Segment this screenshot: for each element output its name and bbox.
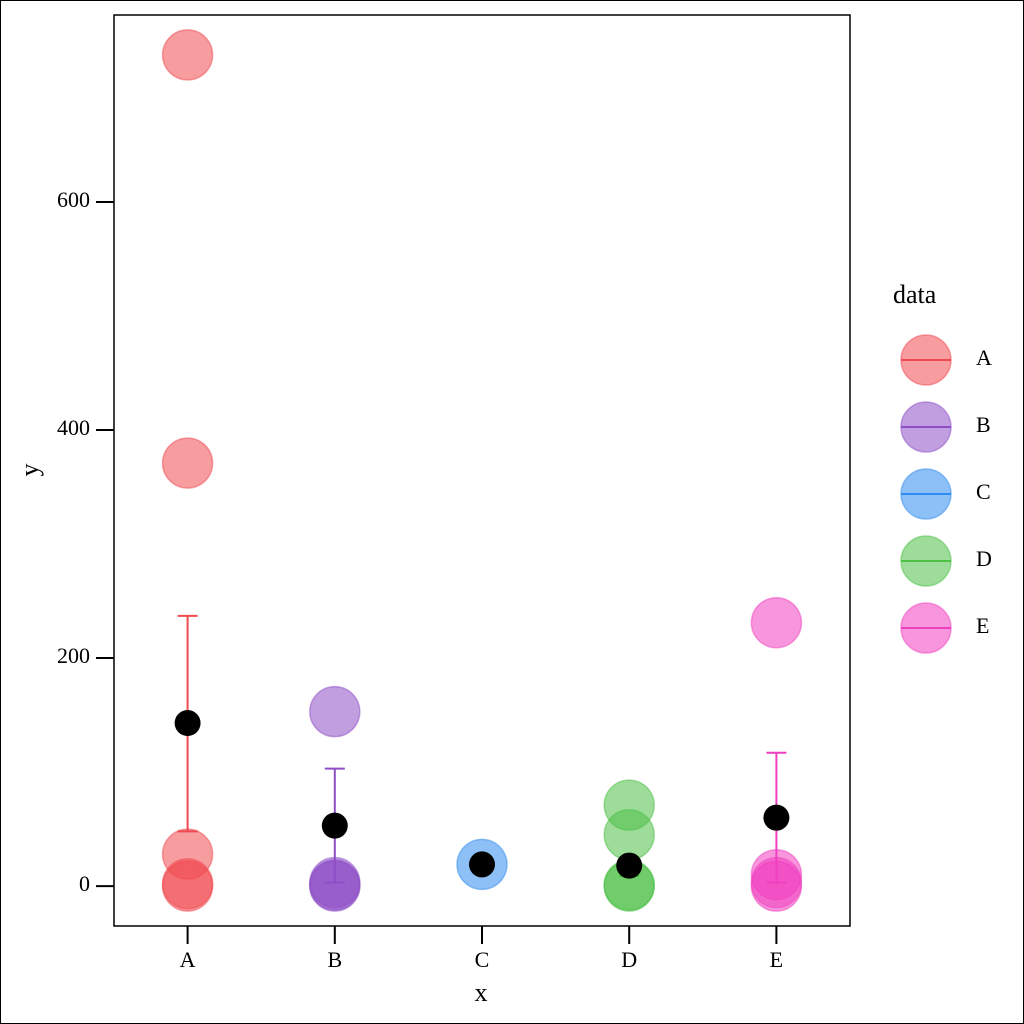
legend-label: B xyxy=(976,412,991,437)
data-point xyxy=(750,596,803,649)
x-axis-label: x xyxy=(475,978,488,1007)
plot-frame xyxy=(113,14,851,927)
y-tick-label: 400 xyxy=(57,415,90,440)
data-point xyxy=(161,29,214,81)
data-point xyxy=(161,860,214,912)
x-tick-label: E xyxy=(770,947,783,972)
data-point xyxy=(603,809,655,861)
mean-point xyxy=(763,804,790,831)
data-point xyxy=(309,685,361,738)
mean-point xyxy=(174,710,201,737)
mean-point xyxy=(321,812,348,839)
y-axis-label: y xyxy=(15,464,44,477)
x-tick-label: A xyxy=(180,947,196,972)
mean-point xyxy=(616,852,643,879)
y-tick-label: 600 xyxy=(57,187,90,212)
legend-label: A xyxy=(976,345,992,370)
data-point xyxy=(161,437,214,489)
legend-label: E xyxy=(976,613,989,638)
legend-label: C xyxy=(976,479,991,504)
y-tick-label: 0 xyxy=(79,871,90,896)
x-tick-label: B xyxy=(327,947,342,972)
x-tick-label: C xyxy=(475,947,490,972)
x-tick-label: D xyxy=(621,947,637,972)
legend-label: D xyxy=(976,546,992,571)
legend-title: data xyxy=(893,280,937,309)
y-tick-label: 200 xyxy=(57,643,90,668)
mean-point xyxy=(469,851,495,878)
